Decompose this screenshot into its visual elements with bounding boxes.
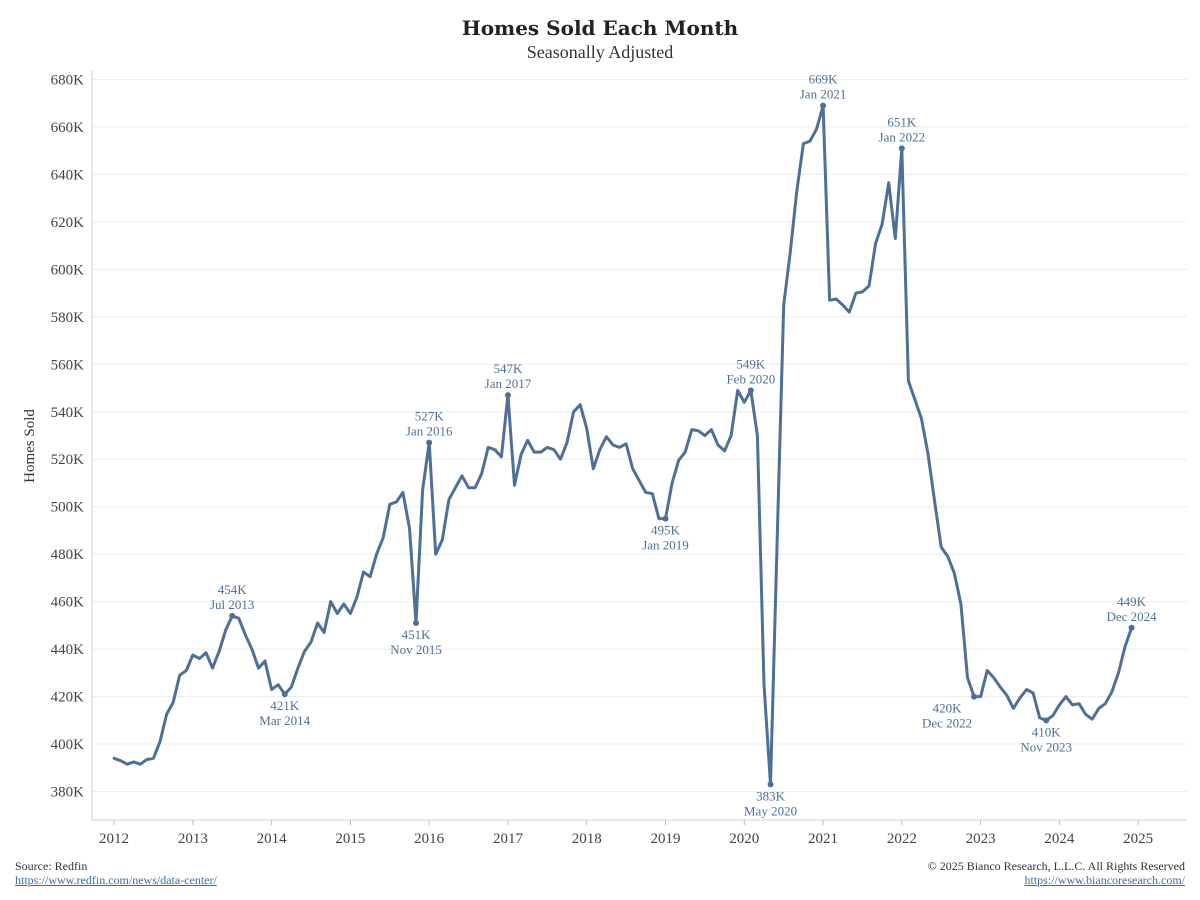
y-axis-label: Homes Sold — [22, 409, 38, 483]
annotation-marker — [820, 102, 827, 109]
annotation-date: Feb 2020 — [726, 371, 775, 386]
y-tick-label: 540K — [51, 405, 85, 421]
x-tick-label: 2025 — [1123, 831, 1153, 847]
series-line — [112, 104, 1134, 786]
annotation-value: 669K — [809, 72, 839, 87]
annotation-value: 449K — [1117, 594, 1147, 609]
annotation-value: 420K — [933, 701, 963, 716]
axes: 380K 400K 420K 440K 460K 480K 500K 520K 540K 560K… — [51, 70, 1187, 847]
annotation-value: 451K — [402, 627, 432, 642]
annotation-date: Jan 2021 — [800, 87, 847, 102]
x-tick-label: 2018 — [572, 831, 602, 847]
chart-title: Homes Sold Each Month — [461, 16, 739, 40]
y-tick-label: 500K — [51, 500, 85, 516]
series-layer — [112, 104, 1134, 786]
copyright-text: © 2025 Bianco Research, L.L.C. All Right… — [927, 859, 1185, 873]
annotation-date: May 2020 — [744, 803, 797, 818]
y-tick-label: 580K — [51, 310, 85, 326]
annotation-date: Dec 2022 — [922, 716, 972, 731]
annotation-value: 454K — [218, 582, 248, 597]
y-tick-label: 480K — [51, 547, 85, 563]
x-tick-label: 2019 — [650, 831, 680, 847]
y-tick-label: 520K — [51, 452, 85, 468]
x-tick-label: 2023 — [966, 831, 996, 847]
annotation-marker — [1128, 624, 1135, 631]
annotation-date: Jan 2016 — [406, 424, 453, 439]
x-tick-label: 2017 — [493, 831, 524, 847]
x-tick-label: 2015 — [335, 831, 365, 847]
y-tick-label: 660K — [51, 120, 85, 136]
x-tick-label: 2024 — [1044, 831, 1075, 847]
annotation-marker — [281, 691, 288, 698]
chart-subtitle: Seasonally Adjusted — [526, 42, 674, 62]
x-tick-label: 2021 — [808, 831, 838, 847]
y-tick-label: 440K — [51, 642, 85, 658]
annotation-value: 651K — [887, 114, 917, 129]
site-link[interactable]: https://www.biancoresearch.com/ — [1024, 873, 1185, 887]
annotation-date: Nov 2015 — [390, 642, 442, 657]
annotation-value: 495K — [651, 523, 681, 538]
y-tick-label: 600K — [51, 262, 85, 278]
annotation-value: 383K — [756, 788, 786, 803]
y-tick-label: 460K — [51, 595, 85, 611]
annotation-marker — [413, 620, 420, 627]
source-link[interactable]: https://www.redfin.com/news/data-center/ — [15, 873, 217, 887]
annotation-value: 410K — [1032, 724, 1062, 739]
annotation-marker — [1043, 717, 1050, 724]
gridlines — [92, 78, 1187, 793]
annotation-marker — [747, 387, 754, 394]
annotation-date: Jan 2022 — [879, 129, 926, 144]
annotation-value: 527K — [415, 409, 445, 424]
x-tick-label: 2012 — [99, 831, 129, 847]
y-tick-label: 640K — [51, 167, 85, 183]
y-tick-label: 680K — [51, 72, 85, 88]
annotation-date: Nov 2023 — [1020, 739, 1072, 754]
annotation-marker — [971, 693, 978, 700]
annotation-marker — [898, 145, 905, 152]
annotation-date: Jul 2013 — [210, 597, 254, 612]
x-tick-label: 2022 — [887, 831, 917, 847]
annotation-marker — [767, 781, 774, 788]
annotation-date: Dec 2024 — [1106, 609, 1157, 624]
y-tick-label: 420K — [51, 690, 85, 706]
annotation-marker — [662, 515, 669, 522]
annotation-value: 421K — [270, 698, 300, 713]
annotation-date: Mar 2014 — [259, 713, 310, 728]
y-tick-label: 560K — [51, 357, 85, 373]
y-tick-label: 400K — [51, 737, 85, 753]
y-tick-label: 620K — [51, 215, 85, 231]
x-tick-label: 2016 — [414, 831, 445, 847]
annotation-value: 549K — [736, 356, 766, 371]
annotation-date: Jan 2019 — [642, 538, 689, 553]
x-tick-label: 2020 — [729, 831, 759, 847]
x-tick-label: 2014 — [257, 831, 288, 847]
annotation-marker — [426, 439, 433, 446]
annotation-marker — [229, 612, 236, 619]
source-label: Source: Redfin — [15, 859, 88, 873]
annotation-marker — [504, 392, 511, 399]
annotation-date: Jan 2017 — [485, 376, 532, 391]
y-tick-label: 380K — [51, 785, 85, 801]
annotation-value: 547K — [493, 361, 523, 376]
x-tick-label: 2013 — [178, 831, 208, 847]
